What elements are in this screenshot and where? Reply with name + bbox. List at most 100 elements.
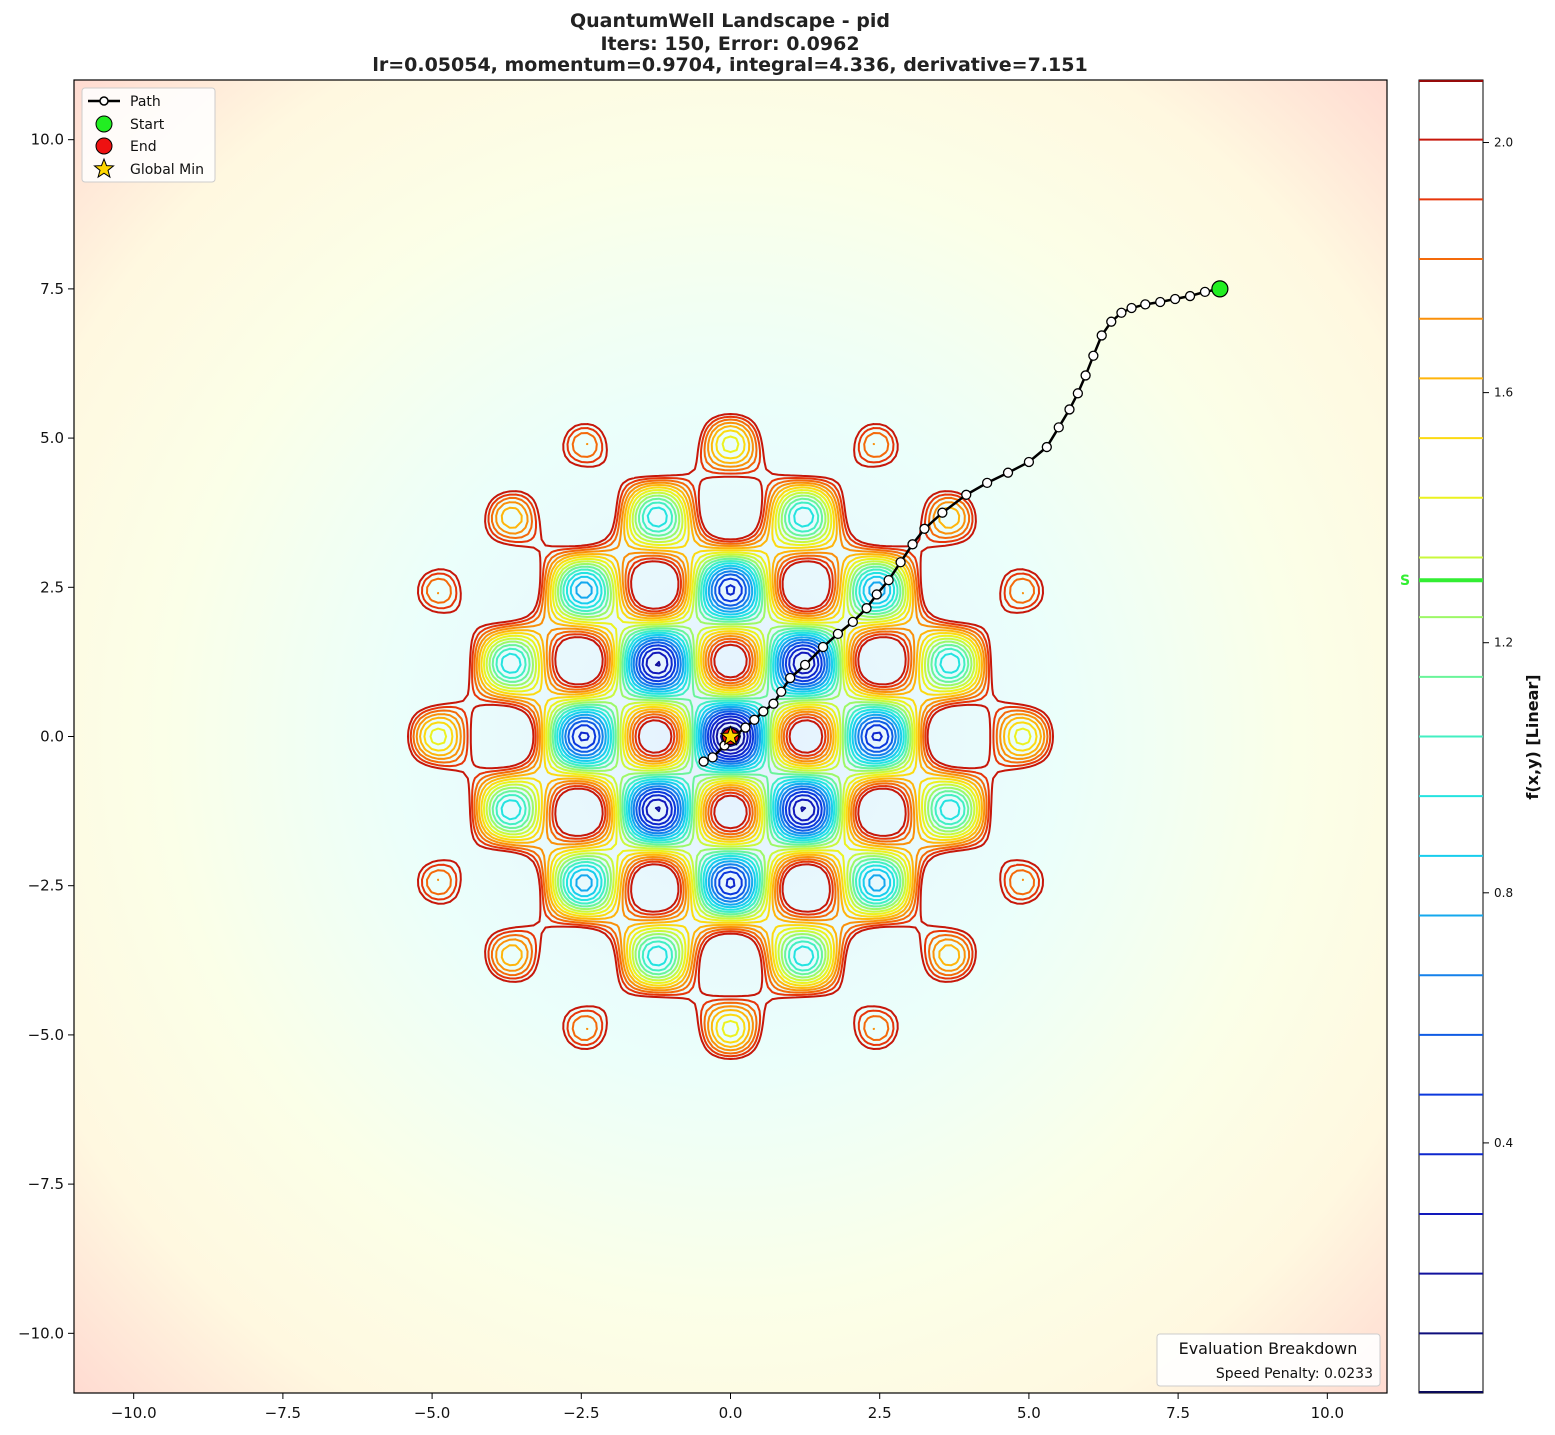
legend-path-marker bbox=[99, 96, 109, 106]
path-point bbox=[1064, 404, 1075, 415]
chart-subtitle-params: lr=0.05054, momentum=0.9704, integral=4.… bbox=[372, 54, 1087, 76]
path-point bbox=[861, 603, 872, 614]
path-point bbox=[817, 641, 829, 653]
path-point bbox=[1106, 316, 1117, 327]
chart-title: QuantumWell Landscape - pid bbox=[570, 10, 890, 32]
path-point bbox=[1023, 456, 1035, 468]
path-point bbox=[981, 477, 993, 489]
colorbar-tick-label: 0.4 bbox=[1494, 1136, 1513, 1150]
y-tick-label: −10.0 bbox=[18, 1324, 64, 1342]
contour-level bbox=[564, 570, 897, 903]
legend-start-marker bbox=[95, 115, 113, 133]
y-tick-label: 2.5 bbox=[40, 578, 64, 596]
contour-level bbox=[429, 435, 1032, 1038]
path-point bbox=[698, 756, 709, 767]
y-axis: 10.0 7.5 5.0 2.5 0.0 −2.5 −5.0 −7.5 −10.0 bbox=[18, 131, 74, 1342]
path-point bbox=[776, 686, 787, 697]
path-point bbox=[1169, 293, 1181, 305]
path-point bbox=[1053, 422, 1064, 433]
evaluation-breakdown-title: Evaluation Breakdown bbox=[1179, 1339, 1358, 1358]
colorbar-marker-label: S bbox=[1400, 573, 1410, 589]
path-point bbox=[740, 722, 751, 733]
path-point bbox=[707, 752, 718, 763]
y-tick-label: −7.5 bbox=[28, 1175, 64, 1193]
contour-level bbox=[567, 573, 894, 900]
contour-level bbox=[645, 651, 816, 822]
contour-level bbox=[407, 413, 1054, 1060]
y-tick-label: −5.0 bbox=[28, 1026, 64, 1044]
path-point bbox=[907, 539, 918, 550]
colorbar-ticks: 0.4 0.8 1.2 1.6 2.0 bbox=[1483, 136, 1513, 1150]
path-point bbox=[1126, 302, 1137, 314]
path-point bbox=[799, 659, 811, 671]
colorbar-levels bbox=[1419, 80, 1483, 1393]
path-point bbox=[749, 714, 760, 725]
path-point bbox=[1080, 370, 1091, 381]
legend: Path Start End Global Min bbox=[81, 87, 216, 183]
x-tick-label: 0.0 bbox=[719, 1404, 743, 1422]
path-point bbox=[961, 489, 972, 500]
x-tick-label: 10.0 bbox=[1311, 1404, 1344, 1422]
contour-level bbox=[488, 494, 973, 979]
colorbar-tick-label: 1.2 bbox=[1494, 636, 1513, 650]
path-point bbox=[832, 628, 844, 639]
legend-box bbox=[81, 87, 216, 183]
contour-level bbox=[561, 567, 900, 906]
path-point bbox=[871, 589, 882, 600]
x-tick-label: 5.0 bbox=[1017, 1404, 1041, 1422]
start-marker bbox=[1211, 280, 1229, 298]
legend-end-label: End bbox=[130, 139, 157, 155]
evaluation-breakdown-box: Evaluation Breakdown Speed Penalty: 0.02… bbox=[1156, 1333, 1381, 1387]
path-point bbox=[883, 574, 894, 586]
x-tick-label: −10.0 bbox=[111, 1404, 157, 1422]
path-point bbox=[758, 706, 769, 717]
legend-globalmin-label: Global Min bbox=[130, 162, 204, 178]
y-tick-label: 10.0 bbox=[31, 131, 64, 149]
x-tick-label: −2.5 bbox=[563, 1404, 599, 1422]
x-axis: −10.0 −7.5 −5.0 −2.5 0.0 2.5 5.0 7.5 10.0 bbox=[111, 1393, 1344, 1422]
legend-end-marker bbox=[95, 137, 113, 155]
contour-level bbox=[491, 497, 970, 976]
path-point bbox=[1002, 467, 1014, 478]
x-tick-label: −5.0 bbox=[414, 1404, 450, 1422]
x-tick-label: −7.5 bbox=[265, 1404, 301, 1422]
contour-level bbox=[415, 421, 1046, 1052]
path-point bbox=[847, 616, 858, 628]
path-point bbox=[768, 698, 779, 709]
path-point bbox=[937, 507, 948, 518]
contour-level bbox=[571, 577, 890, 896]
path-point bbox=[1155, 296, 1166, 308]
global-min-star-icon bbox=[719, 725, 742, 746]
contour-level bbox=[409, 415, 1052, 1058]
path-point bbox=[919, 523, 930, 534]
colorbar: 0.4 0.8 1.2 1.6 2.0 S f(x,y) [Linear] bbox=[1400, 79, 1542, 1394]
optimizer-path bbox=[698, 280, 1229, 767]
y-tick-label: 7.5 bbox=[40, 280, 64, 298]
contour-level bbox=[419, 425, 1042, 1048]
contour-level bbox=[423, 429, 1038, 1044]
contour-level bbox=[558, 564, 903, 909]
y-tick-label: 0.0 bbox=[40, 728, 64, 746]
colorbar-tick-label: 1.6 bbox=[1494, 386, 1513, 400]
contour-level bbox=[578, 584, 883, 889]
legend-globalmin-star-icon bbox=[93, 157, 115, 179]
contour-level bbox=[485, 491, 976, 982]
path-point bbox=[1184, 290, 1196, 302]
legend-path-label: Path bbox=[130, 94, 161, 110]
chart-subtitle-iters: Iters: 150, Error: 0.0962 bbox=[600, 33, 859, 55]
legend-start-label: Start bbox=[130, 117, 165, 133]
contour-level bbox=[495, 501, 966, 972]
contour-level bbox=[412, 418, 1049, 1055]
path-point bbox=[1072, 388, 1083, 399]
path-point bbox=[895, 557, 906, 568]
contour-lines bbox=[407, 413, 1054, 1060]
speed-penalty-text: Speed Penalty: 0.0233 bbox=[1216, 1366, 1373, 1382]
path-point bbox=[1096, 330, 1107, 341]
x-tick-label: 7.5 bbox=[1166, 1404, 1190, 1422]
plot-area bbox=[73, 79, 1388, 1394]
path-point bbox=[1140, 299, 1151, 310]
y-tick-label: −2.5 bbox=[28, 877, 64, 895]
colorbar-label: f(x,y) [Linear] bbox=[1523, 674, 1542, 799]
path-point bbox=[785, 672, 796, 684]
path-point bbox=[1199, 286, 1211, 298]
